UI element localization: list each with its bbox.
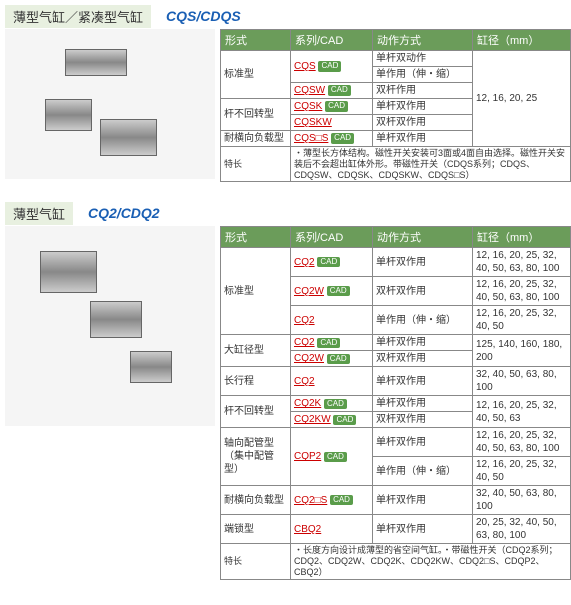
link-cqss[interactable]: CQS□S bbox=[294, 133, 328, 144]
link-cqsw[interactable]: CQSW bbox=[294, 85, 325, 96]
link-cq2k[interactable]: CQ2K bbox=[294, 398, 321, 409]
link-cqskw[interactable]: CQSKW bbox=[294, 117, 332, 128]
bore: 12, 16, 20, 25, 32, 40, 50, 63 bbox=[473, 396, 571, 428]
section-cqs: 薄型气缸／紧凑型气缸 CQS/CDQS 形式 系列/CAD 动作方式 缸径（mm… bbox=[5, 5, 571, 182]
th-type: 形式 bbox=[221, 227, 291, 248]
cad-icon[interactable]: CAD bbox=[331, 133, 354, 143]
type-std: 标准型 bbox=[221, 51, 291, 99]
bore: 12, 16, 20, 25, 32, 40, 50, 63, 80, 100 bbox=[473, 428, 571, 457]
act: 双杆双作用 bbox=[373, 351, 473, 367]
feat-label: 特长 bbox=[221, 147, 291, 182]
bore: 12, 16, 20, 25, 32, 40, 50 bbox=[473, 306, 571, 335]
type-lateral: 耐横向负载型 bbox=[221, 131, 291, 147]
act: 双杆双作用 bbox=[373, 115, 473, 131]
section-header-2: 薄型气缸 CQ2/CDQ2 bbox=[5, 202, 571, 224]
act: 单作用（伸・缩） bbox=[373, 306, 473, 335]
type-longstroke: 长行程 bbox=[221, 367, 291, 396]
spec-table-2: 形式 系列/CAD 动作方式 缸径（mm） 标准型 CQ2 CAD 单杆双作用 … bbox=[220, 226, 571, 579]
act: 双杆双作用 bbox=[373, 277, 473, 306]
cad-icon[interactable]: CAD bbox=[324, 452, 347, 462]
act: 单杆双作用 bbox=[373, 335, 473, 351]
cad-icon[interactable]: CAD bbox=[317, 257, 340, 267]
act: 单杆双作用 bbox=[373, 248, 473, 277]
cad-icon[interactable]: CAD bbox=[317, 338, 340, 348]
act: 单作用（伸・缩） bbox=[373, 67, 473, 83]
section-header-1: 薄型气缸／紧凑型气缸 CQS/CDQS bbox=[5, 5, 571, 27]
bore: 12, 16, 20, 25, 32, 40, 50 bbox=[473, 457, 571, 486]
cad-icon[interactable]: CAD bbox=[318, 61, 341, 71]
link-cq2w[interactable]: CQ2W bbox=[294, 286, 324, 297]
spec-table-1: 形式 系列/CAD 动作方式 缸径（mm） 标准型 CQS CAD 单杆双动作 … bbox=[220, 29, 571, 182]
act: 单杆双作用 bbox=[373, 367, 473, 396]
product-image-1 bbox=[5, 29, 215, 179]
act: 单杆双作用 bbox=[373, 396, 473, 412]
act: 单杆双作用 bbox=[373, 486, 473, 515]
bore: 20, 25, 32, 40, 50, 63, 80, 100 bbox=[473, 515, 571, 544]
act: 双杆双作用 bbox=[373, 412, 473, 428]
act: 单杆双动作 bbox=[373, 51, 473, 67]
product-image-2 bbox=[5, 226, 215, 426]
type-nonrot: 杆不回转型 bbox=[221, 396, 291, 428]
title-en-2: CQ2/CDQ2 bbox=[88, 205, 160, 221]
link-cq2-b[interactable]: CQ2 bbox=[294, 315, 315, 326]
cad-icon[interactable]: CAD bbox=[327, 354, 350, 364]
th-action: 动作方式 bbox=[373, 30, 473, 51]
type-large: 大缸径型 bbox=[221, 335, 291, 367]
link-cq2-d[interactable]: CQ2 bbox=[294, 376, 315, 387]
type-endlock: 端锁型 bbox=[221, 515, 291, 544]
cad-icon[interactable]: CAD bbox=[333, 415, 356, 425]
th-bore: 缸径（mm） bbox=[473, 227, 571, 248]
type-axial: 轴向配管型（集中配管型） bbox=[221, 428, 291, 486]
type-nonrot: 杆不回转型 bbox=[221, 99, 291, 131]
section-cq2: 薄型气缸 CQ2/CDQ2 形式 系列/CAD 动作方式 缸径（mm） 标准型 … bbox=[5, 202, 571, 579]
type-std: 标准型 bbox=[221, 248, 291, 335]
link-cbq2[interactable]: CBQ2 bbox=[294, 524, 321, 535]
feat-text: ・长度方向设计成薄型的省空间气缸。・带磁性开关（CDQ2系列；CDQ2、CDQ2… bbox=[291, 544, 571, 579]
act: 双杆作用 bbox=[373, 83, 473, 99]
link-cqs[interactable]: CQS bbox=[294, 61, 316, 72]
link-cq2w-b[interactable]: CQ2W bbox=[294, 353, 324, 364]
feat-label: 特长 bbox=[221, 544, 291, 579]
bore: 12, 16, 20, 25, 32, 40, 50, 63, 80, 100 bbox=[473, 277, 571, 306]
feat-text: ・薄型长方体结构。磁性开关安装可3面或4面自由选择。磁性开关安装后不会超出缸体外… bbox=[291, 147, 571, 182]
th-bore: 缸径（mm） bbox=[473, 30, 571, 51]
th-action: 动作方式 bbox=[373, 227, 473, 248]
bore: 12, 16, 20, 25, 32, 40, 50, 63, 80, 100 bbox=[473, 248, 571, 277]
cad-icon[interactable]: CAD bbox=[325, 101, 348, 111]
type-lateral: 耐横向负载型 bbox=[221, 486, 291, 515]
cad-icon[interactable]: CAD bbox=[330, 495, 353, 505]
act: 单作用（伸・缩） bbox=[373, 457, 473, 486]
act: 单杆双作用 bbox=[373, 515, 473, 544]
th-type: 形式 bbox=[221, 30, 291, 51]
title-cn-2: 薄型气缸 bbox=[5, 202, 73, 225]
link-cq2[interactable]: CQ2 bbox=[294, 257, 315, 268]
title-en-1: CQS/CDQS bbox=[166, 8, 241, 24]
th-series: 系列/CAD bbox=[291, 227, 373, 248]
bore: 32, 40, 50, 63, 80, 100 bbox=[473, 367, 571, 396]
cad-icon[interactable]: CAD bbox=[324, 399, 347, 409]
bore: 125, 140, 160, 180, 200 bbox=[473, 335, 571, 367]
th-series: 系列/CAD bbox=[291, 30, 373, 51]
link-cqsk[interactable]: CQSK bbox=[294, 101, 322, 112]
cad-icon[interactable]: CAD bbox=[327, 286, 350, 296]
act: 单杆双作用 bbox=[373, 131, 473, 147]
bore: 12, 16, 20, 25 bbox=[473, 51, 571, 147]
link-cqp2[interactable]: CQP2 bbox=[294, 451, 321, 462]
link-cq2-c[interactable]: CQ2 bbox=[294, 337, 315, 348]
title-cn-1: 薄型气缸／紧凑型气缸 bbox=[5, 5, 151, 28]
cad-icon[interactable]: CAD bbox=[328, 85, 351, 95]
bore: 32, 40, 50, 63, 80, 100 bbox=[473, 486, 571, 515]
act: 单杆双作用 bbox=[373, 99, 473, 115]
act: 单杆双作用 bbox=[373, 428, 473, 457]
link-cq2s[interactable]: CQ2□S bbox=[294, 495, 327, 506]
link-cq2kw[interactable]: CQ2KW bbox=[294, 414, 331, 425]
